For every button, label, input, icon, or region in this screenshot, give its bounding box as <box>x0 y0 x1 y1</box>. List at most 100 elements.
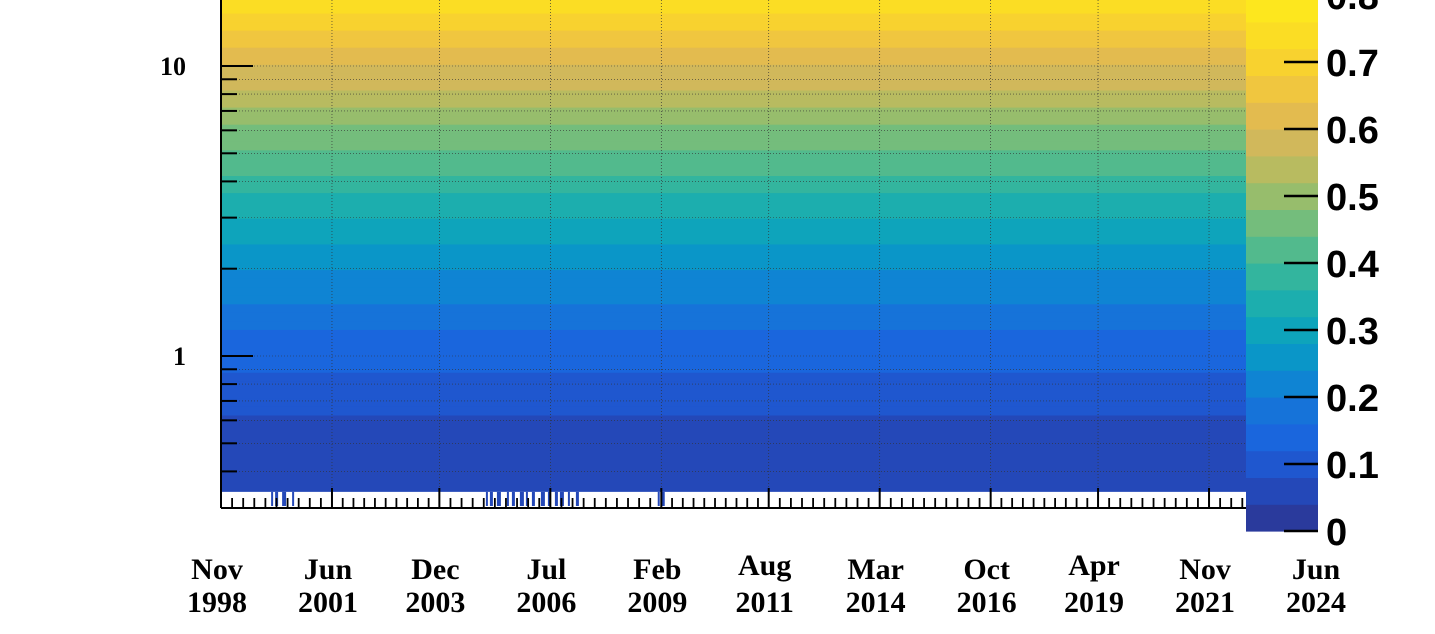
heatmap-cell <box>221 355 1246 365</box>
palette-tick-label: 0.8 <box>1326 0 1379 18</box>
y-tick-label: 1 <box>173 342 186 371</box>
heatmap-cell <box>221 389 1246 399</box>
palette-bin <box>1246 129 1318 157</box>
x-tick-label-month: Jun <box>304 553 353 586</box>
heatmap-cell <box>221 346 1246 356</box>
partial-fill-strip <box>292 491 295 506</box>
heatmap-cell <box>221 106 1246 117</box>
y-tick-label: 10 <box>160 52 186 81</box>
palette-bin <box>1246 477 1318 505</box>
palette-bin <box>1246 21 1318 50</box>
heatmap-cell <box>221 201 1246 211</box>
partial-fill-strip <box>271 491 274 506</box>
x-tick-label-year: 2003 <box>405 586 465 619</box>
palette-bin <box>1246 75 1318 103</box>
heatmap-cell <box>221 47 1246 57</box>
palette-tick-label: 0.6 <box>1326 110 1379 152</box>
heatmap-cell <box>221 303 1246 313</box>
heatmap-cell <box>221 226 1246 236</box>
partial-fill-strip <box>525 491 528 506</box>
palette-bin <box>1246 209 1318 237</box>
grid-lines <box>221 0 1246 508</box>
heatmap-cell <box>221 269 1246 279</box>
heatmap-cell <box>221 192 1246 202</box>
heatmap-cell <box>221 337 1246 348</box>
heatmap-cell <box>221 175 1246 185</box>
partial-fill-strip <box>554 491 558 506</box>
heatmap-cell <box>221 183 1246 194</box>
x-tick-label-month: Mar <box>847 553 904 586</box>
x-tick-label-year: 2014 <box>846 586 906 619</box>
palette-bin <box>1246 0 1318 23</box>
palette-tick-label: 0.3 <box>1326 311 1379 353</box>
heatmap-cell <box>221 414 1246 425</box>
x-tick-label-year: 2016 <box>957 586 1017 619</box>
heatmap-cell <box>221 380 1246 390</box>
heatmap-cell <box>221 329 1246 339</box>
x-tick-label-year: 2009 <box>627 586 687 619</box>
x-tick-label-year: 1998 <box>187 586 247 619</box>
palette-tick-label: 0.7 <box>1326 43 1379 85</box>
heatmap-cell <box>221 372 1246 382</box>
heatmap-cell <box>221 141 1246 151</box>
heatmap-cell <box>221 252 1246 262</box>
x-tick-label-year: 2019 <box>1064 586 1124 619</box>
heatmap-cells <box>221 0 1246 493</box>
x-axis-labels: Nov1998Jun2001Dec2003Jul2006Feb2009Aug20… <box>187 549 1346 619</box>
heatmap-cell <box>221 98 1246 108</box>
heatmap-cell <box>221 124 1246 134</box>
x-tick-label-year: 2024 <box>1286 586 1346 619</box>
partial-fill-strip <box>567 491 570 506</box>
heatmap-cell <box>221 38 1246 48</box>
heatmap-cell <box>221 0 1246 5</box>
heatmap-cell <box>221 72 1246 82</box>
heatmap-cell <box>221 89 1246 100</box>
palette-tick-label: 0.4 <box>1326 244 1379 286</box>
heatmap-cell <box>221 235 1246 245</box>
heatmap-cell <box>221 406 1246 416</box>
axes <box>220 0 1246 509</box>
palette-bin <box>1246 343 1318 371</box>
palette-tick-label: 0.2 <box>1326 378 1379 420</box>
x-tick-label-month: Nov <box>191 553 243 586</box>
palette-bin <box>1246 155 1318 184</box>
palette-bin <box>1246 263 1318 291</box>
partial-fill-strip <box>489 491 493 506</box>
partial-fill-strip <box>485 491 488 506</box>
heatmap-cell <box>221 132 1246 142</box>
palette-bin <box>1246 289 1318 318</box>
x-tick-label-month: Apr <box>1068 549 1120 582</box>
x-tick-label-month: Aug <box>738 549 791 582</box>
heatmap-cell <box>221 278 1246 288</box>
heatmap-cell <box>221 397 1246 407</box>
palette-tick-label: 0.5 <box>1326 177 1379 219</box>
palette-bin <box>1246 504 1318 532</box>
partial-fill-strip <box>575 491 579 506</box>
heatmap-cell <box>221 474 1246 484</box>
x-tick-label-month: Dec <box>411 553 459 586</box>
palette-bin <box>1246 236 1318 264</box>
x-tick-label-month: Nov <box>1179 553 1231 586</box>
x-axis-ticks <box>220 488 1244 508</box>
heatmap-cell <box>221 260 1246 271</box>
heatmap-cell <box>221 449 1246 459</box>
heatmap-cell <box>221 55 1246 65</box>
heatmap-cell <box>221 320 1246 330</box>
heatmap-cell <box>221 64 1246 74</box>
palette-ticks <box>1284 60 1318 533</box>
x-tick-label-year: 2001 <box>298 586 358 619</box>
x-tick-label-month: Feb <box>633 553 681 586</box>
heatmap-cell <box>221 295 1246 305</box>
partial-fill-strip <box>519 491 524 506</box>
palette-bin <box>1246 423 1318 452</box>
heatmap-cell <box>221 243 1246 253</box>
x-tick-label-month: Jun <box>1292 553 1341 586</box>
heatmap-cell <box>221 12 1246 23</box>
heatmap-cell <box>221 363 1246 373</box>
x-tick-label-year: 2011 <box>736 586 794 619</box>
partial-fill-strip <box>540 491 545 506</box>
heatmap-cell <box>221 4 1246 14</box>
heatmap-cell <box>221 440 1246 450</box>
partial-fill-strip <box>282 491 287 506</box>
